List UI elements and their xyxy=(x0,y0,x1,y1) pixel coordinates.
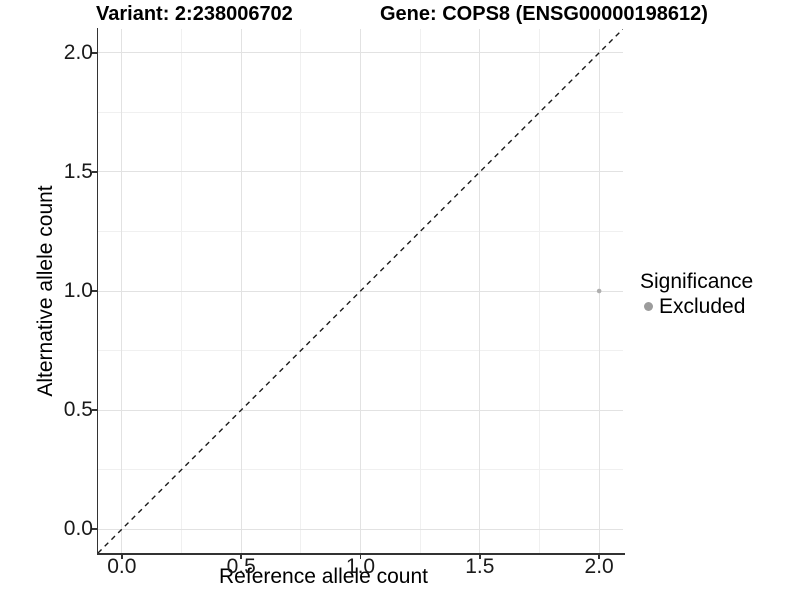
x-tick-label: 2.0 xyxy=(584,555,614,578)
y-tick-mark xyxy=(92,409,97,411)
y-tick-label: 2.0 xyxy=(63,40,93,64)
identity-dashed-line xyxy=(98,29,623,553)
variant-title: Variant: 2:238006702 xyxy=(96,3,293,25)
y-tick-mark xyxy=(92,171,97,173)
major-gridline-horizontal xyxy=(98,409,623,411)
legend-entry-label: Excluded xyxy=(659,295,746,318)
x-tick-mark xyxy=(479,554,481,559)
x-axis-line xyxy=(96,553,625,555)
major-gridline-horizontal xyxy=(98,171,623,173)
y-tick-label: 0.5 xyxy=(63,398,93,422)
plot-marks-layer xyxy=(98,29,623,553)
x-tick-label: 0.0 xyxy=(107,555,137,578)
gene-title: Gene: COPS8 (ENSG00000198612) xyxy=(380,3,708,25)
y-tick-mark xyxy=(92,290,97,292)
major-gridline-horizontal xyxy=(98,528,623,530)
legend-title: Significance xyxy=(640,270,754,293)
y-tick-label: 1.0 xyxy=(63,279,93,302)
x-tick-label: 1.0 xyxy=(345,555,376,578)
legend-key-dot xyxy=(644,302,653,311)
x-tick-mark xyxy=(359,554,362,559)
y-tick-mark xyxy=(92,52,97,54)
y-tick-mark xyxy=(92,528,97,530)
data-point-excluded xyxy=(596,288,602,294)
major-gridline-horizontal xyxy=(98,52,623,54)
x-axis-title: Reference allele count xyxy=(0,566,723,588)
x-tick-label: 1.5 xyxy=(465,555,495,578)
x-tick-mark xyxy=(598,554,600,559)
legend: Significance Excluded xyxy=(640,270,753,318)
x-tick-label: 0.5 xyxy=(226,555,256,578)
x-tick-mark xyxy=(121,554,123,559)
plot-panel xyxy=(98,29,623,553)
y-tick-label: 0.0 xyxy=(63,517,93,541)
legend-entry: Excluded xyxy=(640,295,753,318)
y-axis-line xyxy=(96,28,98,555)
y-tick-label: 1.5 xyxy=(63,159,93,183)
x-tick-mark xyxy=(240,554,242,559)
x-axis-title-text: Reference allele count xyxy=(219,565,428,588)
